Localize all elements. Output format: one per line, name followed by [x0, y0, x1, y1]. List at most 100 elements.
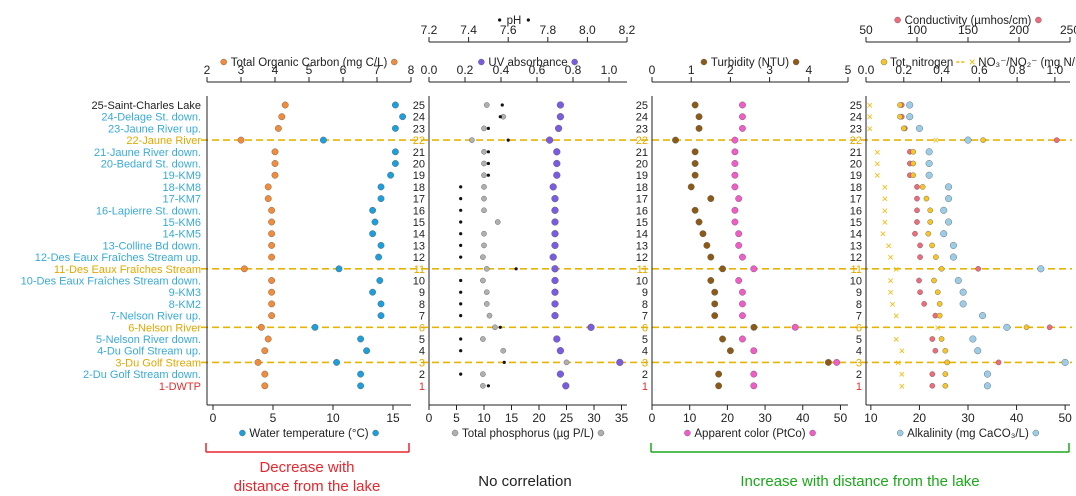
axis-title: Tot. nitrogen [890, 57, 953, 69]
data-point: × [874, 147, 880, 159]
data-point [486, 150, 490, 154]
site-index-label: 23 [413, 123, 425, 135]
data-point [264, 335, 272, 343]
site-index-label: 6 [419, 322, 425, 334]
data-point [480, 277, 486, 284]
data-point [731, 148, 739, 156]
data-point [377, 312, 385, 319]
data-point [369, 206, 376, 214]
data-point: × [882, 217, 888, 229]
data-point [469, 137, 475, 143]
data-point [929, 371, 936, 377]
axis-title: pH [507, 15, 522, 27]
data-point [551, 265, 559, 273]
data-point [942, 382, 949, 389]
legend-marker [391, 58, 398, 66]
data-point [551, 241, 559, 250]
data-point [739, 300, 746, 308]
data-point [735, 277, 743, 284]
site-index-label: 3 [856, 357, 862, 369]
axis-title: UV absorbance [488, 57, 567, 69]
tick-label: 10 [683, 411, 697, 425]
data-point [264, 183, 272, 191]
data-point [707, 277, 715, 284]
data-point [934, 289, 941, 296]
tick-label: 15 [505, 411, 519, 425]
data-point [500, 103, 504, 107]
data-point [917, 254, 923, 260]
site-index-label: 24 [850, 112, 862, 124]
data-point [556, 113, 565, 121]
site-index-label: 24 [413, 112, 425, 124]
data-point [587, 323, 595, 331]
tick-label: 0.4 [933, 63, 950, 77]
data-point [916, 277, 922, 284]
data-point [483, 301, 490, 307]
data-point [929, 336, 936, 342]
site-index-label: 11 [637, 264, 648, 276]
data-point [268, 218, 275, 226]
legend-marker [700, 58, 708, 66]
site-label: 9-KM3 [169, 287, 201, 299]
tick-label: 0.2 [895, 63, 912, 77]
legend-marker [220, 58, 227, 66]
site-index-label: 22 [413, 135, 425, 147]
data-point [268, 288, 275, 296]
data-point [268, 277, 275, 284]
data-point: × [880, 229, 886, 241]
data-point [554, 124, 563, 132]
site-index-label: 19 [636, 170, 648, 182]
site-index-label: 2 [856, 369, 862, 381]
legend-marker-dot [498, 18, 502, 22]
data-point [486, 126, 490, 130]
data-point [333, 358, 340, 366]
tick-label: 150 [958, 23, 978, 37]
data-point [481, 125, 487, 132]
data-point [932, 347, 939, 354]
tick-label: 0.2 [457, 63, 474, 77]
data-point [917, 289, 923, 296]
site-index-label: 25 [413, 100, 425, 112]
site-index-label: 21 [413, 147, 425, 159]
tick-label: 5 [306, 63, 313, 77]
legend-marker [1032, 429, 1040, 437]
tick-label: 5 [845, 63, 852, 77]
data-point [363, 347, 370, 355]
data-point [391, 124, 399, 132]
axis-title: Total Organic Carbon (mg C/L) [231, 57, 388, 69]
axis-title: Conductivity (µmhos/cm) [905, 15, 1032, 27]
data-point [739, 124, 746, 132]
data-point [480, 336, 486, 342]
tick-label: 4 [272, 63, 279, 77]
data-point [459, 197, 463, 201]
data-point [271, 148, 279, 156]
data-point [921, 301, 927, 307]
data-point [553, 335, 561, 343]
site-index-label: 25 [850, 100, 862, 112]
data-point [739, 335, 746, 343]
data-point [549, 253, 557, 261]
site-index-label: 13 [636, 240, 648, 252]
data-point [551, 230, 559, 238]
data-point [936, 301, 943, 307]
legend-marker [894, 16, 901, 24]
data-point [711, 288, 719, 296]
data-point [549, 183, 557, 191]
data-point: × [889, 299, 895, 311]
site-index-label: 25 [636, 100, 648, 112]
data-point [483, 289, 490, 296]
tick-label: 10 [864, 411, 878, 425]
site-label: 16-Lapierre St. down. [96, 205, 201, 217]
site-index-label: 9 [642, 287, 648, 299]
tick-label: 250 [1060, 23, 1076, 37]
legend-marker [239, 429, 246, 437]
site-index-label: 3 [419, 357, 425, 369]
data-point [915, 124, 923, 132]
data-point [906, 101, 914, 109]
site-index-label: 14 [850, 229, 862, 241]
data-point [391, 101, 399, 109]
site-label: 7-Nelson River up. [110, 311, 201, 323]
site-index-label: 14 [636, 229, 648, 241]
